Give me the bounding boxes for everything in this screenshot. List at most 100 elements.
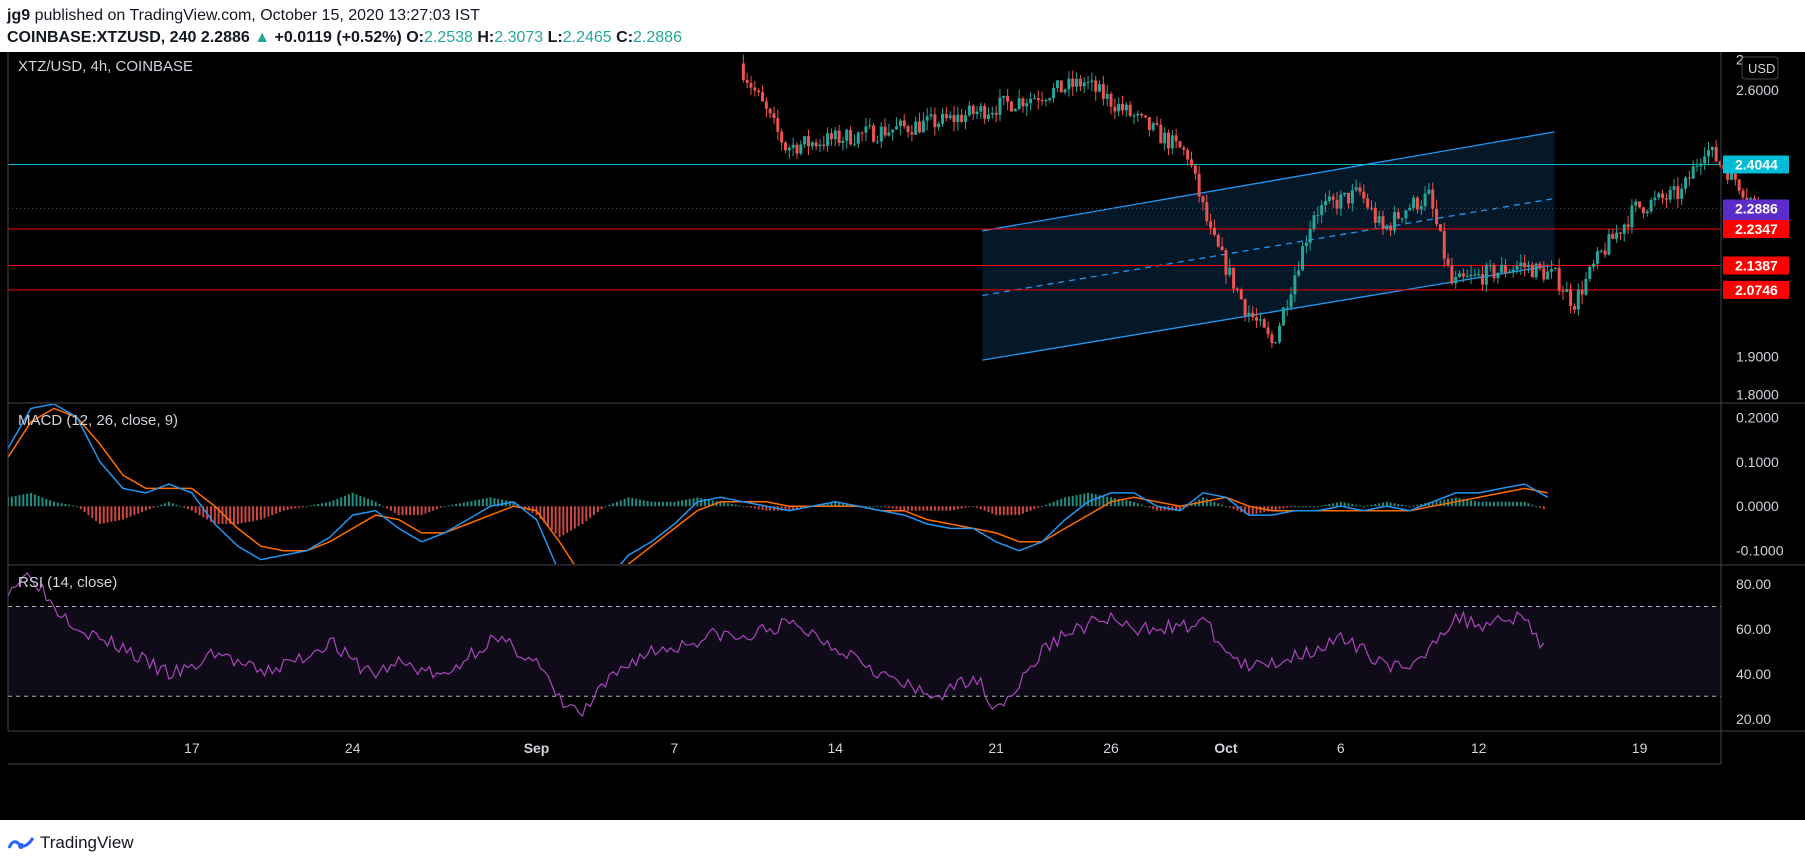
macd-histogram-bar xyxy=(305,506,308,508)
candle-body xyxy=(990,112,994,115)
candle-body xyxy=(841,140,845,143)
macd-histogram-bar xyxy=(1416,504,1419,507)
candle-body xyxy=(1059,80,1063,93)
macd-histogram-bar xyxy=(581,506,584,524)
macd-histogram-bar xyxy=(1071,495,1074,507)
candle-body xyxy=(1396,212,1400,219)
price-pane[interactable]: 1.80001.90002.600022.40442.288603:002.23… xyxy=(8,52,1805,404)
candle-body xyxy=(1346,192,1350,204)
macd-histogram-bar xyxy=(340,497,343,507)
macd-histogram-bar xyxy=(612,503,615,507)
candle-body xyxy=(883,126,887,136)
candle-body xyxy=(1553,267,1557,270)
macd-histogram-bar xyxy=(1033,506,1036,510)
candle-body xyxy=(872,125,876,142)
channel-lower-line xyxy=(982,264,1555,361)
macd-histogram-bar xyxy=(1512,501,1515,507)
macd-histogram-bar xyxy=(1374,504,1377,507)
candle-body xyxy=(761,92,765,102)
candle-body xyxy=(826,133,830,146)
macd-histogram-bar xyxy=(18,495,21,507)
candle-body xyxy=(787,147,791,151)
candle-body xyxy=(1392,212,1396,231)
macd-histogram-bar xyxy=(1037,506,1040,508)
candle-body xyxy=(1611,234,1615,239)
candle-body xyxy=(918,121,922,133)
macd-pane[interactable]: 0.2000 0.1000 0.0000 -0.1000 MACD (12, 26, c… xyxy=(7,404,1805,595)
macd-histogram-bar xyxy=(179,506,182,508)
macd-histogram-bar xyxy=(317,504,320,507)
trading-chart[interactable]: 1.80001.90002.600022.40442.288603:002.23… xyxy=(0,52,1805,820)
candle-body xyxy=(1201,196,1205,203)
candle-body xyxy=(1308,228,1312,243)
macd-histogram-bar xyxy=(1102,495,1105,507)
time-tick-label: Oct xyxy=(1214,740,1238,756)
rsi-tick-label: 60.00 xyxy=(1736,621,1771,637)
macd-histogram-bar xyxy=(10,496,13,507)
macd-histogram-bar xyxy=(194,506,197,513)
candle-body xyxy=(1002,95,1006,98)
candle-body xyxy=(1684,177,1688,189)
macd-histogram-bar xyxy=(1213,501,1216,507)
macd-histogram-bar xyxy=(910,506,913,511)
candle-body xyxy=(772,113,776,119)
candle-body xyxy=(1274,342,1278,344)
macd-histogram-bar xyxy=(964,506,967,508)
candle-body xyxy=(868,125,872,127)
macd-histogram-bar xyxy=(41,497,44,507)
macd-histogram-bar xyxy=(937,506,940,511)
candle-body xyxy=(1641,207,1645,214)
rsi-pane[interactable]: 20.00 40.00 60.00 80.00 RSI (14, close) xyxy=(7,571,1805,732)
macd-histogram-bar xyxy=(1385,501,1388,507)
macd-histogram-bar xyxy=(1351,504,1354,507)
macd-histogram-bar xyxy=(746,506,749,508)
macd-histogram-bar xyxy=(133,506,136,516)
author[interactable]: jg9 xyxy=(7,7,31,24)
macd-histogram-bar xyxy=(1274,506,1277,510)
macd-histogram-bar xyxy=(761,506,764,510)
candle-body xyxy=(1075,78,1079,87)
macd-histogram-bar xyxy=(75,506,78,508)
candle-body xyxy=(1745,197,1749,201)
candle-body xyxy=(941,113,945,124)
candle-body xyxy=(745,79,749,83)
candle-body xyxy=(1572,305,1576,310)
close-value: 2.2886 xyxy=(633,29,682,46)
macd-histogram-bar xyxy=(1324,504,1327,507)
candle-body xyxy=(1691,166,1695,179)
macd-histogram-bar xyxy=(1301,506,1304,508)
macd-histogram-bar xyxy=(1270,506,1273,511)
candle-body xyxy=(1270,334,1274,344)
candle-body xyxy=(1101,84,1105,99)
footer-brand[interactable]: TradingView xyxy=(40,833,134,852)
candle-body xyxy=(1718,161,1722,165)
macd-histogram-bar xyxy=(175,504,178,507)
macd-histogram-bar xyxy=(570,506,573,531)
macd-histogram-bar xyxy=(960,506,963,509)
candle-body xyxy=(1098,84,1102,92)
candle-body xyxy=(1316,214,1320,216)
candle-body xyxy=(791,144,795,148)
rsi-pane-title: RSI (14, close) xyxy=(18,574,117,591)
candle-body xyxy=(952,115,956,122)
macd-histogram-bar xyxy=(271,506,274,516)
candle-body xyxy=(1580,289,1584,295)
candle-body xyxy=(1128,104,1132,116)
candle-body xyxy=(1212,227,1216,235)
macd-histogram-bar xyxy=(355,494,358,507)
macd-histogram-bar xyxy=(481,498,484,507)
macd-histogram-bar xyxy=(972,506,975,508)
macd-histogram-bar xyxy=(631,498,634,507)
currency-button[interactable] xyxy=(1741,56,1779,80)
candle-body xyxy=(1595,251,1599,264)
macd-histogram-bar xyxy=(359,495,362,507)
candle-body xyxy=(1530,264,1534,278)
tradingview-logo-icon[interactable] xyxy=(7,834,35,852)
macd-histogram-bar xyxy=(1259,506,1262,513)
candle-body xyxy=(1569,289,1573,306)
price-label-text: 2.0746 xyxy=(1735,282,1778,298)
candle-body xyxy=(1327,196,1331,201)
candle-body xyxy=(1320,205,1324,215)
candle-body xyxy=(849,129,853,145)
candle-body xyxy=(1281,307,1285,326)
